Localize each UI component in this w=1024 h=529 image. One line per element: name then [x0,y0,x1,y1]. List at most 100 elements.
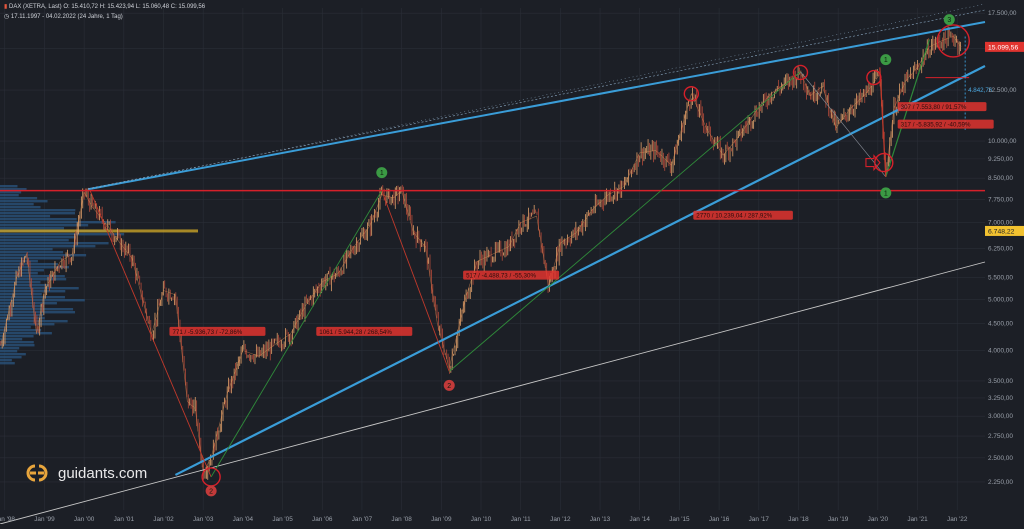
y-tick-label: 17.500,00 [988,10,1017,17]
volume-bar [0,194,19,197]
highlight-circle [792,64,809,81]
volume-bar [0,323,55,326]
y-tick-label: 3.000,00 [988,413,1013,420]
x-tick-label: Jan '14 [630,516,651,523]
volume-bar [0,260,38,263]
x-tick-label: Jan '02 [153,516,174,523]
label-text: 517 / -4.488,73 / -55,30% [466,273,536,280]
x-tick-label: Jan '06 [312,516,333,523]
leg-2003-2007 [210,190,383,478]
x-tick-label: Jan '17 [749,516,770,523]
volume-bar [0,326,31,329]
volume-bar [0,239,69,242]
label-bg [169,326,266,336]
y-tick-label: 5.500,00 [988,275,1013,282]
volume-bar [0,287,79,290]
badge-text: 15.099,56 [988,44,1018,51]
volume-bar [0,209,76,212]
x-tick-label: Jan '01 [114,516,135,523]
marker-dot [880,187,892,199]
badge-bg [985,225,1024,236]
y-tick-label: 7.750,00 [988,196,1013,203]
y-tick-label: 9.250,00 [988,156,1013,163]
x-tick-label: Jan '19 [828,516,849,523]
long-term-support-line [0,261,986,525]
y-tick-label: 5.000,00 [988,296,1013,303]
level-badge: 6.748,22 [985,225,1024,236]
x-tick-label: Jan '20 [868,516,889,523]
wave-marker: 2 [205,485,217,497]
volume-bar [0,233,125,236]
volume-bar [0,218,77,221]
y-tick-label: 3.250,00 [988,395,1013,402]
leg-2018-2020 [800,71,887,178]
x-tick-label: Jan '21 [907,516,928,523]
annotation-label: 307 / 7.553,80 / 91,57% [897,102,987,112]
brand-name: guidants.com [58,464,148,482]
marker-number: 1 [884,190,888,197]
label-text: 1061 / 5.944,28 / 268,54% [319,329,392,336]
volume-bar [0,284,50,287]
grid [0,8,985,510]
volume-bar [0,350,18,353]
x-tick-label: Jan '09 [431,516,452,523]
volume-bar [0,275,65,278]
volume-bar [0,212,75,215]
annotation-label: 4.842,76 [968,87,993,94]
volume-bar [0,224,89,227]
label-bg [463,270,560,280]
volume-bar [0,236,76,239]
volume-bar [0,200,48,203]
badge-text: 6.748,22 [988,228,1015,235]
brand-logo: guidants.com [22,463,147,483]
marker-number: 2 [209,488,213,495]
label-bg [693,210,793,220]
volume-bar [0,203,34,206]
volume-bar [0,263,59,266]
annotation-label: 517 / -4.488,73 / -55,30% [463,270,560,280]
volume-bar [0,353,26,356]
y-tick-label: 4.000,00 [988,347,1013,354]
leg-2000-2003 [89,190,212,478]
chart-header-ohlc: ▮ DAX (XETRA, Last) O: 15.410,72 H: 15.4… [4,3,205,10]
x-tick-label: Jan '10 [471,516,492,523]
x-tick-label: Jan '18 [788,516,809,523]
wave-marker: 1 [376,167,388,179]
marker-number: 1 [884,57,888,64]
y-tick-label: 3.500,00 [988,378,1013,385]
leg-2009-2018 [448,71,801,372]
volume-bar [0,257,62,260]
y-tick-label: 4.500,00 [988,321,1013,328]
marker-number: 1 [380,170,384,177]
label-text: 4.842,76 [968,87,993,94]
volume-bar [0,266,70,269]
range-text: 17.11.1997 - 04.02.2022 (24 Jahre, 1 Tag… [10,14,123,20]
volume-bar [0,302,57,305]
highlight-circle [683,86,700,102]
arrow-icon [865,154,881,172]
volume-bar [0,251,64,254]
volume-bar [0,317,45,320]
volume-bar [0,359,12,362]
x-tick-label: Jan '99 [34,516,55,523]
label-bg [316,326,413,336]
volume-bar [0,344,35,347]
x-tick-label: Jan '04 [233,516,254,523]
volume-bar [0,227,65,230]
annotation-label: 317 / -5.835,92 / -40,59% [897,119,994,129]
volume-bar [0,329,42,332]
x-tick-label: Jan '05 [272,516,293,523]
volume-bar [0,242,109,245]
highlight-circle [874,152,894,173]
volume-profile [0,185,198,365]
last-price-badge: 15.099,56 [985,41,1024,52]
x-tick-label: Jan '98 [0,516,15,523]
volume-bar [0,335,34,338]
x-tick-label: Jan '13 [590,516,611,523]
volume-bar [0,281,41,284]
volume-bar [0,185,18,188]
volume-bar [0,278,67,281]
x-tick-label: Jan '22 [947,516,968,523]
